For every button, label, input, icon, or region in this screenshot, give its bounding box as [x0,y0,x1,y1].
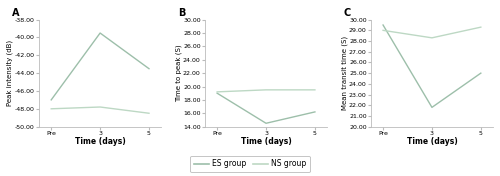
Text: B: B [178,8,186,18]
X-axis label: Time (days): Time (days) [74,137,126,146]
X-axis label: Time (days): Time (days) [406,137,458,146]
X-axis label: Time (days): Time (days) [240,137,292,146]
Y-axis label: Peak intensity (dB): Peak intensity (dB) [7,40,14,106]
Legend: ES group, NS group: ES group, NS group [190,156,310,172]
Y-axis label: Mean transit time (S): Mean transit time (S) [341,36,347,110]
Text: A: A [12,8,20,18]
Text: C: C [344,8,351,18]
Y-axis label: Time to peak (S): Time to peak (S) [175,44,182,102]
